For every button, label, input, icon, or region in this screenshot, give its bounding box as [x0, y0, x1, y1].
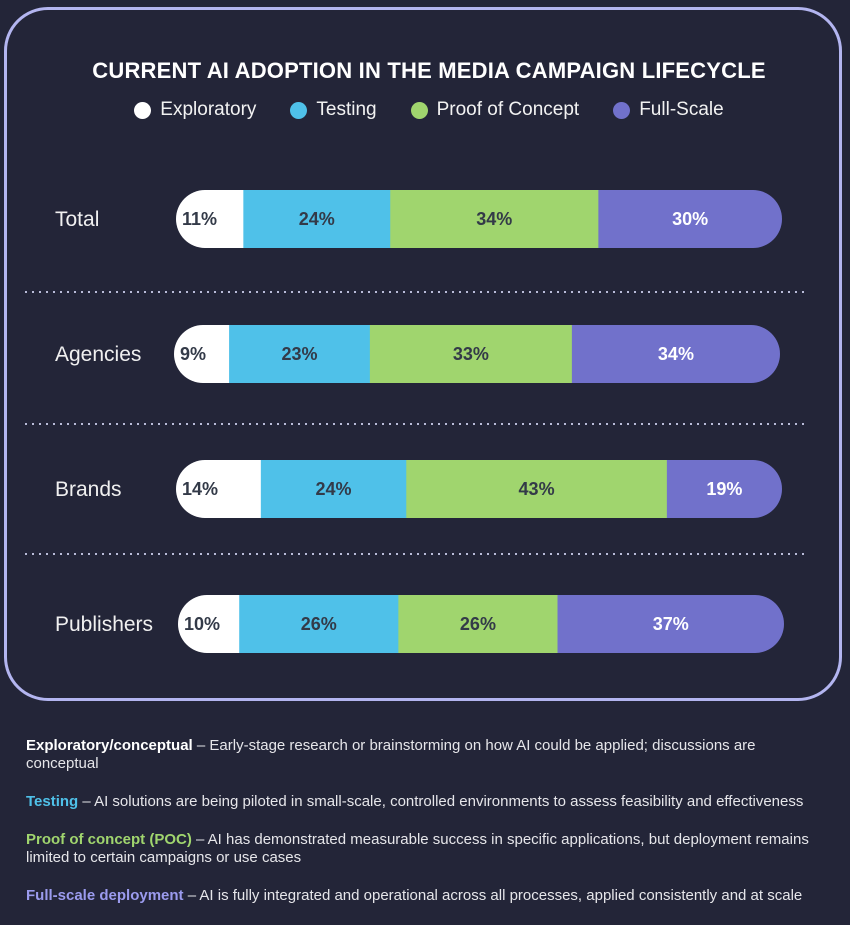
legend-swatch [290, 101, 308, 119]
stacked-bar-chart: Total 11% 24% 34% 30% Agencies 9% 23% 33% 34% Bran… [25, 190, 806, 653]
data-label: 10% [184, 614, 220, 634]
row-label: Total [55, 208, 99, 231]
bar-segment [239, 595, 399, 653]
data-label: 19% [706, 479, 742, 499]
bar-segment [598, 190, 782, 248]
definitions-list: Exploratory/conceptual – Early-stage res… [26, 737, 826, 925]
definition-term: Proof of concept (POC) [26, 831, 192, 848]
data-label: 26% [301, 614, 337, 634]
data-label: 24% [299, 209, 335, 229]
row-label: Publishers [55, 613, 153, 636]
bar-segment [174, 325, 230, 383]
legend-item: Full-Scale [613, 99, 724, 121]
definition-item: Exploratory/conceptual – Early-stage res… [26, 737, 826, 773]
legend-swatch [613, 101, 631, 119]
bar-segment [398, 595, 559, 653]
data-label: 26% [460, 614, 496, 634]
bar-segment [176, 190, 244, 248]
bar-row [176, 190, 782, 248]
chart-legend: Exploratory Testing Proof of Concept Full-S… [0, 99, 850, 121]
data-label: 37% [653, 614, 689, 634]
bar-segment [178, 595, 240, 653]
data-label: 11% [182, 209, 217, 229]
data-label: 24% [316, 479, 352, 499]
bar-segment [229, 325, 371, 383]
bar-segment [406, 460, 668, 518]
legend-swatch [410, 101, 428, 119]
legend-label: Full-Scale [639, 99, 724, 120]
data-label: 23% [281, 344, 317, 364]
definition-text: – AI has demonstrated measurable success… [26, 831, 809, 866]
row-label: Brands [55, 478, 122, 501]
data-label: 30% [672, 209, 708, 229]
bar-row [178, 595, 784, 653]
definition-term: Full-scale deployment [26, 887, 184, 904]
bar-segment [557, 595, 784, 653]
data-label: 33% [453, 344, 489, 364]
legend-swatch [134, 101, 152, 119]
legend-item: Proof of Concept [410, 99, 580, 121]
bar-segment [390, 190, 599, 248]
definition-text: – Early-stage research or brainstorming … [26, 737, 756, 772]
data-label: 34% [658, 344, 694, 364]
definition-item: Testing – AI solutions are being piloted… [26, 793, 826, 811]
legend-label: Testing [316, 99, 377, 120]
bar-row [174, 325, 780, 383]
legend-label: Proof of Concept [436, 99, 580, 120]
definition-text: – AI is fully integrated and operational… [183, 887, 803, 904]
data-label: 34% [476, 209, 512, 229]
definition-item: Full-scale deployment – AI is fully inte… [26, 887, 826, 905]
data-label: 9% [180, 344, 206, 364]
bar-segment [666, 460, 782, 518]
definition-term: Exploratory/conceptual [26, 737, 193, 754]
bar-segment [243, 190, 391, 248]
bar-row [176, 460, 782, 518]
data-label: 14% [182, 479, 218, 499]
bar-segment [176, 460, 262, 518]
legend-item: Testing [290, 99, 377, 121]
chart-title: CURRENT AI ADOPTION IN THE MEDIA CAMPAIG… [92, 58, 766, 83]
bar-segment [260, 460, 407, 518]
legend-item: Exploratory [134, 99, 256, 121]
definition-text: – AI solutions are being piloted in smal… [78, 793, 804, 810]
definition-term: Testing [26, 793, 79, 810]
legend-label: Exploratory [160, 99, 257, 120]
row-label: Agencies [55, 343, 141, 366]
definition-item: Proof of concept (POC) – AI has demonstr… [26, 831, 826, 867]
bar-segment [571, 325, 780, 383]
bar-segment [369, 325, 573, 383]
data-label: 43% [519, 479, 555, 499]
